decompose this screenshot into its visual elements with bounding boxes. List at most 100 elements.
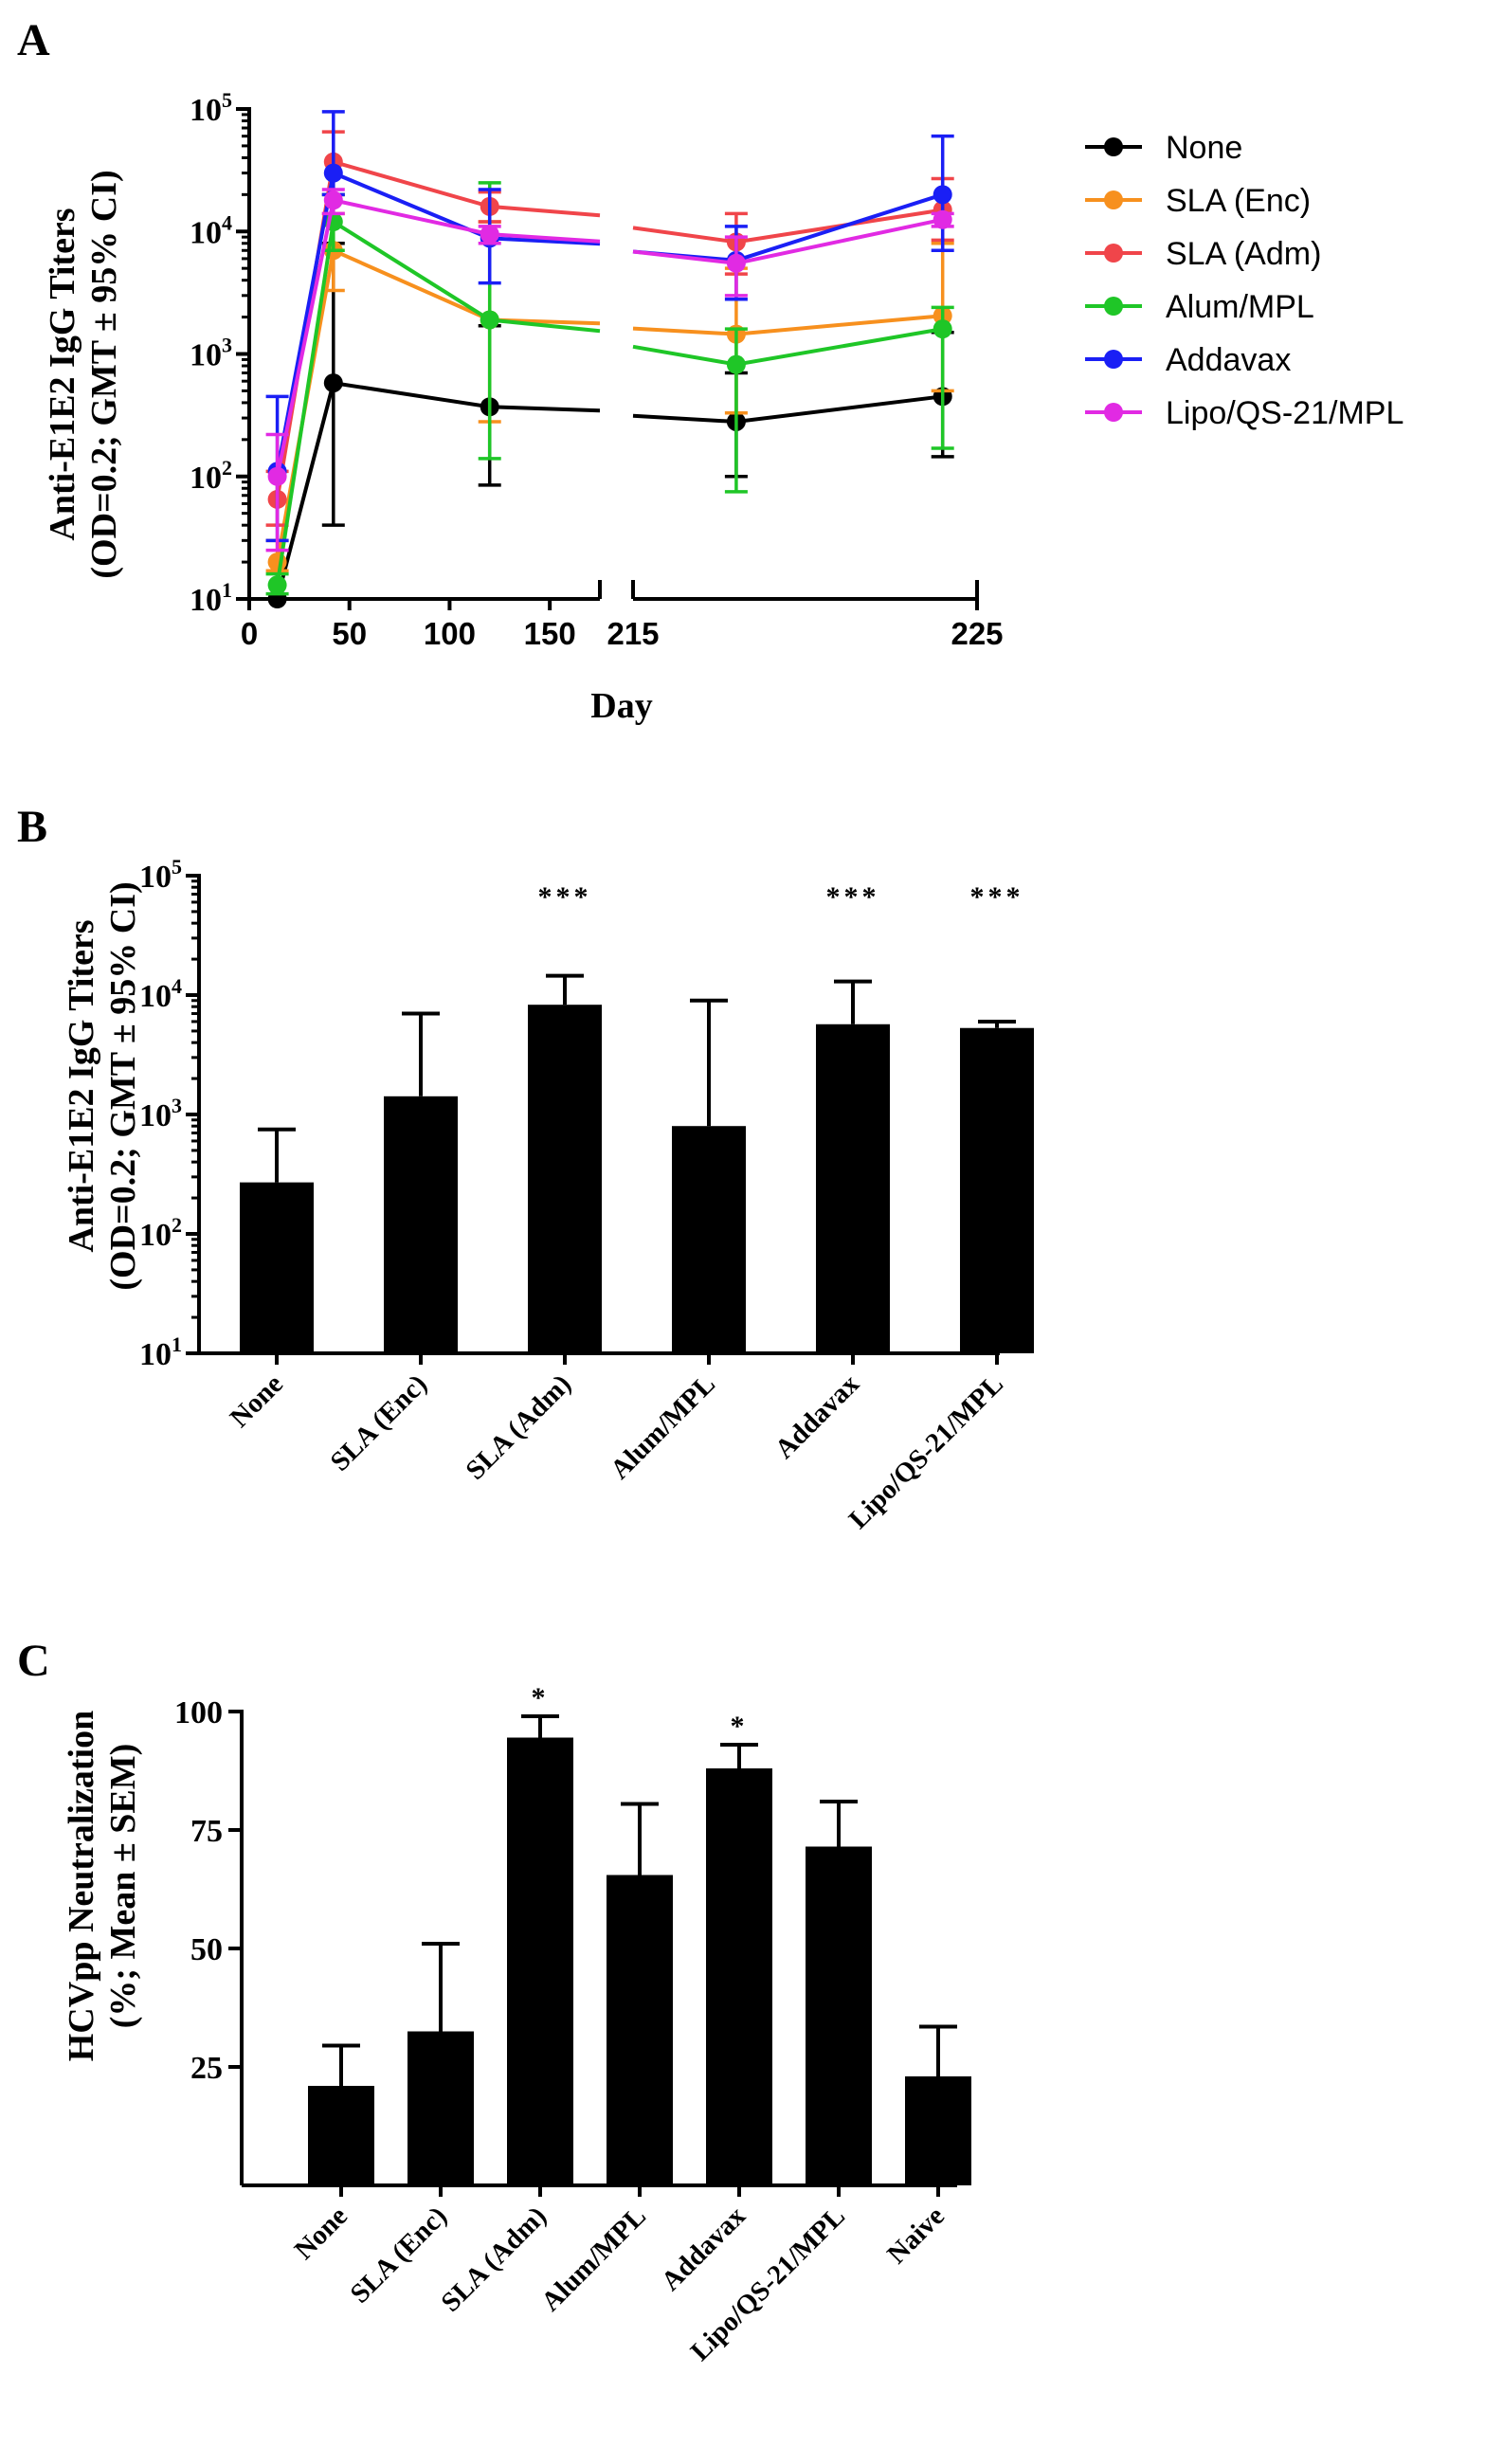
panel-c-y-tick-label: 50 xyxy=(190,1932,223,1967)
panel-a-y-tick-label-exponent: 1 xyxy=(222,578,232,602)
panel-a-y-tick-label: 103 xyxy=(190,334,232,373)
panel-a-data-point xyxy=(726,354,746,374)
panel-c-category-label: Addavax xyxy=(656,2201,752,2297)
panel-a-data-point xyxy=(323,190,343,210)
panel-a-legend-label: SLA (Adm) xyxy=(1166,236,1321,272)
panel-c-bar xyxy=(806,1846,872,2185)
panel-a-x-ticks: 0 50 100 150 215 225 xyxy=(241,616,1004,651)
panel-c-bar xyxy=(407,2031,474,2185)
panel-a-data-point xyxy=(267,575,287,595)
panel-c-bar xyxy=(607,1875,673,2185)
panel-c-ylabel-line1: HCVpp Neutralization xyxy=(62,1711,101,2062)
panel-a-legend-marker xyxy=(1104,403,1123,422)
panel-a-y-tick-label-base: 10 xyxy=(190,93,222,128)
panel-b-y-tick-label-base: 10 xyxy=(139,1098,172,1133)
panel-a-series-line-left xyxy=(275,170,601,472)
panel-b-bars: *** *** *** xyxy=(240,881,1034,1353)
panel-c-bar xyxy=(905,2076,971,2185)
panel-b-y-tick-label: 102 xyxy=(139,1213,182,1253)
panel-letter-c: C xyxy=(17,1636,50,1686)
panel-c-significance-marker: * xyxy=(532,1682,550,1713)
panel-b-y-tick-label: 103 xyxy=(139,1094,182,1133)
panel-b-y-tick-label-exponent: 4 xyxy=(172,974,182,998)
panel-a-data-point xyxy=(323,163,343,183)
panel-a-x-tick-label: 100 xyxy=(424,616,476,651)
panel-a-y-tick-label-base: 10 xyxy=(190,338,222,373)
panel-a-series-line-right xyxy=(632,217,944,265)
panel-a-x-tick-label: 150 xyxy=(524,616,576,651)
panel-a-y-tick-label-base: 10 xyxy=(190,583,222,618)
panel-a-line-chart: Anti-E1E2 IgG Titers (OD=0.2; GMT ± 95% … xyxy=(43,88,1404,726)
panel-b-y-tick-label: 101 xyxy=(139,1332,182,1372)
panel-b-significance-marker: *** xyxy=(826,881,880,913)
panel-a-y-tick-label-exponent: 5 xyxy=(222,88,232,112)
panel-b-ylabel-line1: Anti-E1E2 IgG Titers xyxy=(62,919,101,1252)
panel-b-y-tick-label-base: 10 xyxy=(139,1337,172,1372)
panel-a-y-tick-label-exponent: 4 xyxy=(222,210,232,234)
panel-c-y-tick-label: 25 xyxy=(190,2051,223,2086)
panel-c-y-tick-label: 75 xyxy=(190,1814,223,1849)
panel-a-data-point xyxy=(933,319,952,339)
panel-letter-a: A xyxy=(17,15,50,65)
panel-b-ylabel-line2: (OD=0.2; GMT ± 95% CI) xyxy=(103,881,143,1290)
panel-c-category-label: SLA (Adm) xyxy=(435,2201,552,2317)
panel-b-y-tick-label-base: 10 xyxy=(139,1218,172,1253)
panel-b-category-label: Addavax xyxy=(770,1368,866,1465)
panel-a-y-tick-label-base: 10 xyxy=(190,215,222,250)
panel-b-y-tick-label-exponent: 2 xyxy=(172,1213,182,1237)
panel-c-category-label: None xyxy=(289,2201,353,2265)
panel-a-legend-marker xyxy=(1104,350,1123,369)
panel-c-category-label: Alum/MPL xyxy=(535,2201,652,2317)
panel-a-y-tick-label-exponent: 3 xyxy=(222,334,232,357)
panel-a-x-tick-label: 0 xyxy=(241,616,258,651)
panel-c-y-tick-label: 100 xyxy=(174,1695,223,1730)
panel-a-series-line-right xyxy=(632,208,944,245)
panel-a-series-line-left xyxy=(275,218,601,586)
panel-b-category-label: SLA (Adm) xyxy=(460,1368,576,1485)
panel-a-series-line-left xyxy=(275,197,601,478)
panel-a-data-point xyxy=(933,185,952,205)
panel-b-y-tick-label-base: 10 xyxy=(139,979,172,1014)
panel-b-y-tick-label-exponent: 5 xyxy=(172,855,182,879)
panel-a-legend-marker xyxy=(1104,137,1123,156)
panel-a-y-tick-label: 102 xyxy=(190,456,232,496)
panel-b-category-label: None xyxy=(225,1368,289,1433)
panel-c-bar xyxy=(706,1768,772,2185)
panel-a-legend-label: Alum/MPL xyxy=(1166,289,1314,325)
panel-a-series-line-right xyxy=(632,394,943,425)
panel-a-legend-label: None xyxy=(1166,130,1242,166)
panel-a-data-point xyxy=(726,253,746,273)
panel-b-y-tick-label-base: 10 xyxy=(139,860,172,895)
panel-a-legend-marker xyxy=(1104,244,1123,263)
panel-letter-b: B xyxy=(17,802,47,852)
panel-a-data-point xyxy=(933,209,952,229)
panel-a-ylabel-line1: Anti-E1E2 IgG Titers xyxy=(43,208,82,540)
panel-c-bar xyxy=(308,2086,374,2185)
panel-a-series-line-right xyxy=(632,314,943,336)
panel-b-y-tick-label: 104 xyxy=(139,974,182,1014)
panel-a-y-tick-label-exponent: 2 xyxy=(222,456,232,480)
panel-a-ylabel-line2: (OD=0.2; GMT ± 95% CI) xyxy=(84,170,124,578)
panel-c-bar xyxy=(507,1737,573,2185)
panel-a-xlabel: Day xyxy=(590,686,652,726)
panel-b-y-tick-label-exponent: 1 xyxy=(172,1332,182,1356)
panel-a-axes xyxy=(236,107,979,610)
panel-b-category-labels: None SLA (Enc) SLA (Adm) Alum/MPL AddavaxLip… xyxy=(225,1368,1009,1535)
panel-a-legend-label: Lipo/QS-21/MPL xyxy=(1166,395,1404,431)
panel-c-category-label: SLA (Enc) xyxy=(345,2201,453,2309)
panel-b-category-label: Alum/MPL xyxy=(605,1368,721,1485)
panel-b-bar xyxy=(960,1027,1034,1353)
panel-a-data-point xyxy=(480,225,499,245)
panel-b-bar xyxy=(528,1005,602,1353)
panel-b-bar xyxy=(240,1182,314,1353)
panel-b-category-label: Lipo/QS-21/MPL xyxy=(843,1368,1009,1534)
panel-a-data-point xyxy=(267,553,287,572)
panel-c-ylabel-line2: (%; Mean ± SEM) xyxy=(103,1744,143,2029)
panel-b-bar xyxy=(672,1126,746,1353)
panel-b-category-label: SLA (Enc) xyxy=(325,1368,433,1477)
panel-b-bar xyxy=(384,1096,458,1353)
